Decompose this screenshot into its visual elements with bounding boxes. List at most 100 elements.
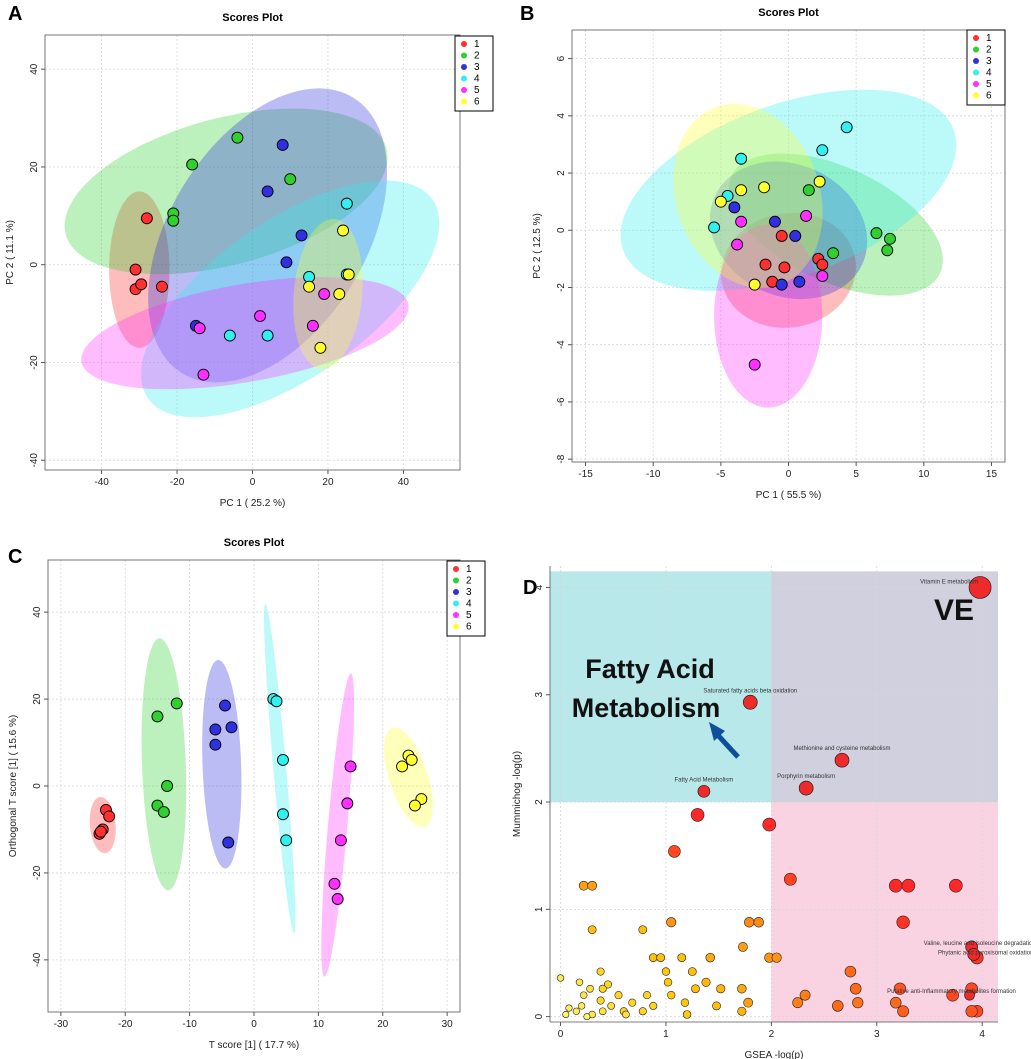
data-point-group-5[interactable] <box>197 368 210 381</box>
pathway-point[interactable] <box>783 872 797 886</box>
data-point-group-5[interactable] <box>254 310 266 322</box>
pathway-point[interactable] <box>572 1007 581 1015</box>
data-point-group-3[interactable] <box>775 278 788 291</box>
data-point-group-6[interactable] <box>748 278 761 291</box>
data-point-group-2[interactable] <box>151 710 164 723</box>
data-point-group-3[interactable] <box>225 721 238 734</box>
data-point-group-4[interactable] <box>280 834 293 847</box>
pathway-point[interactable] <box>690 808 705 822</box>
data-point-group-1[interactable] <box>816 258 829 271</box>
data-point-group-6[interactable] <box>314 341 327 354</box>
pathway-point[interactable] <box>852 997 864 1009</box>
pathway-point[interactable] <box>771 952 782 963</box>
pathway-point[interactable] <box>844 965 857 978</box>
pathway-point[interactable] <box>666 917 677 928</box>
pathway-point[interactable] <box>896 915 910 929</box>
pathway-point[interactable] <box>893 982 907 995</box>
pathway-point[interactable] <box>622 1010 630 1019</box>
data-point-group-1[interactable] <box>135 278 148 291</box>
data-point-group-1[interactable] <box>140 212 153 225</box>
pathway-point[interactable] <box>565 1004 573 1012</box>
data-point-group-3[interactable] <box>222 836 235 849</box>
pathway-point[interactable] <box>575 978 584 987</box>
pathway-point[interactable] <box>668 845 681 858</box>
data-point-group-1[interactable] <box>103 810 116 823</box>
pathway-point[interactable] <box>737 984 747 994</box>
data-point-group-4[interactable] <box>261 329 274 342</box>
data-point-group-6[interactable] <box>342 268 355 281</box>
data-point-group-5[interactable] <box>328 877 341 890</box>
data-point-group-6[interactable] <box>303 280 316 293</box>
data-point-group-5[interactable] <box>748 358 761 371</box>
pathway-point[interactable] <box>946 988 959 1002</box>
pathway-point[interactable] <box>648 953 658 962</box>
pathway-point[interactable] <box>743 997 754 1008</box>
pathway-point[interactable] <box>716 984 726 994</box>
data-point-group-6[interactable] <box>813 175 826 188</box>
data-point-group-6[interactable] <box>333 288 346 300</box>
pathway-point[interactable] <box>753 916 764 928</box>
pathway-point[interactable] <box>667 991 676 1000</box>
data-point-group-2[interactable] <box>170 697 183 710</box>
data-point-group-3[interactable] <box>295 229 308 242</box>
pathway-point[interactable] <box>849 982 862 995</box>
pathway-point[interactable] <box>965 1005 978 1018</box>
pathway-point[interactable] <box>614 991 623 1000</box>
data-point-group-5[interactable] <box>334 834 347 847</box>
data-point-group-2[interactable] <box>186 158 199 171</box>
pathway-point[interactable] <box>587 925 597 935</box>
pathway-point-labeled[interactable] <box>964 989 975 1001</box>
data-point-group-6[interactable] <box>758 181 771 194</box>
data-point-group-2[interactable] <box>802 184 815 197</box>
pathway-point[interactable] <box>628 998 637 1007</box>
pathway-point[interactable] <box>596 967 605 976</box>
data-point-group-4[interactable] <box>840 121 853 134</box>
data-point-group-5[interactable] <box>735 215 748 228</box>
data-point-group-2[interactable] <box>157 806 170 819</box>
data-point-group-3[interactable] <box>276 139 289 151</box>
data-point-group-4[interactable] <box>735 152 748 165</box>
data-point-group-6[interactable] <box>405 753 418 766</box>
data-point-group-6[interactable] <box>337 224 349 237</box>
data-point-group-3[interactable] <box>280 256 293 269</box>
pathway-point[interactable] <box>598 984 607 993</box>
data-point-group-2[interactable] <box>161 780 174 792</box>
pathway-point[interactable] <box>949 878 963 893</box>
pathway-point-labeled[interactable] <box>834 752 850 768</box>
data-point-group-5[interactable] <box>341 797 354 810</box>
data-point-group-3[interactable] <box>209 738 222 751</box>
pathway-point[interactable] <box>603 980 612 989</box>
pathway-point-labeled[interactable] <box>697 784 711 798</box>
pathway-point[interactable] <box>897 1005 910 1018</box>
data-point-group-2[interactable] <box>284 173 297 186</box>
data-point-group-4[interactable] <box>270 695 283 708</box>
data-point-group-3[interactable] <box>769 215 781 228</box>
data-point-group-3[interactable] <box>793 275 806 288</box>
pathway-point[interactable] <box>607 1002 615 1010</box>
data-point-group-5[interactable] <box>331 893 344 905</box>
pathway-point[interactable] <box>799 989 811 1001</box>
data-point-group-5[interactable] <box>193 322 206 335</box>
data-point-group-2[interactable] <box>167 214 180 227</box>
pathway-point[interactable] <box>687 967 697 976</box>
data-point-group-4[interactable] <box>708 221 721 234</box>
data-point-group-4[interactable] <box>223 329 236 342</box>
data-point-group-1[interactable] <box>129 263 142 276</box>
data-point-group-1[interactable] <box>156 280 168 293</box>
pathway-point[interactable] <box>580 991 588 999</box>
data-point-group-6[interactable] <box>735 184 748 197</box>
pathway-point-labeled[interactable] <box>798 780 814 796</box>
pathway-point[interactable] <box>677 953 687 962</box>
pathway-point[interactable] <box>832 1000 844 1012</box>
pathway-point[interactable] <box>598 1007 607 1016</box>
data-point-group-6[interactable] <box>408 799 421 812</box>
pathway-point[interactable] <box>596 996 605 1005</box>
data-point-group-1[interactable] <box>94 825 107 838</box>
data-point-group-1[interactable] <box>778 261 791 274</box>
data-point-group-5[interactable] <box>318 288 331 300</box>
data-point-group-4[interactable] <box>340 197 353 210</box>
data-point-group-5[interactable] <box>816 270 829 282</box>
pathway-point-labeled[interactable] <box>968 576 992 599</box>
data-point-group-2[interactable] <box>231 131 244 144</box>
pathway-point[interactable] <box>691 984 700 994</box>
